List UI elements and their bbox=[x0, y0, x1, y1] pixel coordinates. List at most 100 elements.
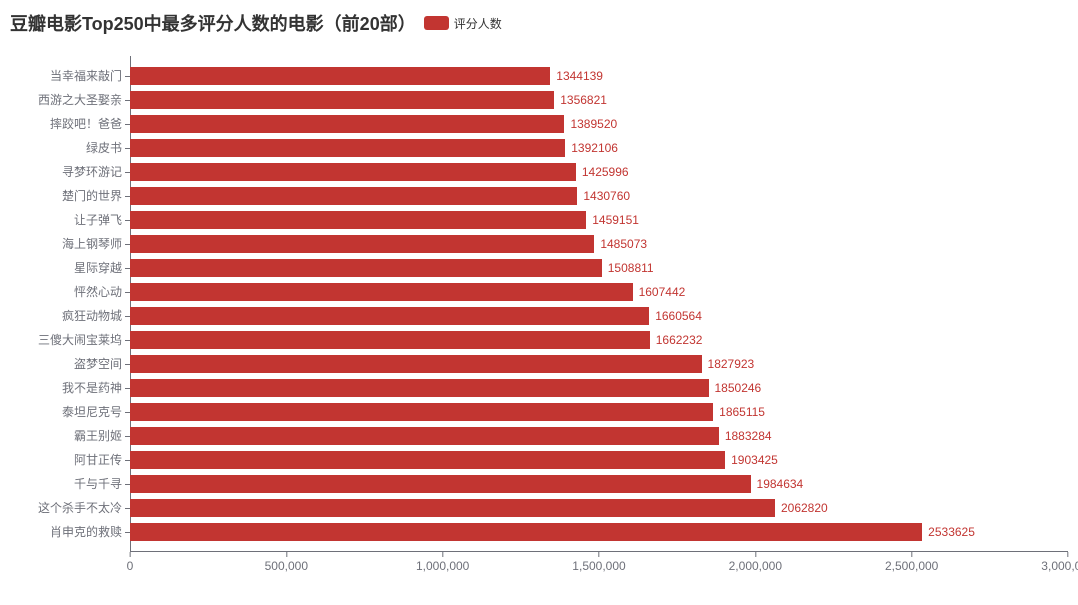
bar-value-label: 1660564 bbox=[649, 309, 702, 323]
y-axis-label: 三傻大闹宝莱坞 bbox=[38, 331, 130, 348]
x-tick: 2,000,000 bbox=[729, 552, 782, 573]
x-tick-label: 2,500,000 bbox=[885, 559, 938, 573]
bar-value-label: 1389520 bbox=[564, 117, 617, 131]
bar[interactable] bbox=[130, 427, 719, 445]
bar-value-label: 1344139 bbox=[550, 69, 603, 83]
chart-container: 豆瓣电影Top250中最多评分人数的电影（前20部） 评分人数 当幸福来敲门13… bbox=[10, 10, 1068, 576]
x-tick-label: 500,000 bbox=[265, 559, 308, 573]
y-axis-label: 阿甘正传 bbox=[74, 451, 130, 468]
bar-value-label: 1485073 bbox=[594, 237, 647, 251]
y-axis-label: 寻梦环游记 bbox=[62, 163, 130, 180]
bar-row: 西游之大圣娶亲1356821 bbox=[130, 91, 1068, 109]
bar[interactable] bbox=[130, 403, 713, 421]
bar-row: 摔跤吧！爸爸1389520 bbox=[130, 115, 1068, 133]
bar-value-label: 1508811 bbox=[602, 261, 654, 275]
bar[interactable] bbox=[130, 475, 751, 493]
bar-value-label: 2533625 bbox=[922, 525, 975, 539]
bar[interactable] bbox=[130, 67, 550, 85]
bar[interactable] bbox=[130, 331, 650, 349]
bar-value-label: 1984634 bbox=[751, 477, 804, 491]
bar-value-label: 1392106 bbox=[565, 141, 618, 155]
bar[interactable] bbox=[130, 451, 725, 469]
x-tick: 1,000,000 bbox=[416, 552, 469, 573]
y-axis-label: 当幸福来敲门 bbox=[50, 67, 130, 84]
bar-value-label: 1430760 bbox=[577, 189, 630, 203]
bar[interactable] bbox=[130, 91, 554, 109]
x-tick: 1,500,000 bbox=[572, 552, 625, 573]
bar[interactable] bbox=[130, 307, 649, 325]
legend[interactable]: 评分人数 bbox=[424, 15, 502, 32]
bar-row: 三傻大闹宝莱坞1662232 bbox=[130, 331, 1068, 349]
bar-row: 星际穿越1508811 bbox=[130, 259, 1068, 277]
chart-title: 豆瓣电影Top250中最多评分人数的电影（前20部） bbox=[10, 10, 416, 36]
legend-swatch bbox=[424, 16, 449, 30]
bar[interactable] bbox=[130, 163, 576, 181]
bar-row: 我不是药神1850246 bbox=[130, 379, 1068, 397]
bar-row: 千与千寻1984634 bbox=[130, 475, 1068, 493]
bar[interactable] bbox=[130, 187, 577, 205]
bar-row: 怦然心动1607442 bbox=[130, 283, 1068, 301]
y-axis-label: 海上钢琴师 bbox=[62, 235, 130, 252]
bar-row: 寻梦环游记1425996 bbox=[130, 163, 1068, 181]
plot-area: 当幸福来敲门1344139 西游之大圣娶亲1356821 摔跤吧！爸爸1389520… bbox=[130, 56, 1068, 576]
x-tick: 2,500,000 bbox=[885, 552, 938, 573]
bar-value-label: 1850246 bbox=[709, 381, 762, 395]
bar[interactable] bbox=[130, 355, 702, 373]
bar-row: 泰坦尼克号1865115 bbox=[130, 403, 1068, 421]
chart-header: 豆瓣电影Top250中最多评分人数的电影（前20部） 评分人数 bbox=[10, 10, 1068, 36]
bar-row: 楚门的世界1430760 bbox=[130, 187, 1068, 205]
bar-row: 疯狂动物城1660564 bbox=[130, 307, 1068, 325]
y-axis-label: 千与千寻 bbox=[74, 475, 130, 492]
y-axis-label: 楚门的世界 bbox=[62, 187, 130, 204]
bar-value-label: 1662232 bbox=[650, 333, 703, 347]
bar-value-label: 1459151 bbox=[586, 213, 639, 227]
bar[interactable] bbox=[130, 499, 775, 517]
x-tick-mark bbox=[598, 552, 599, 557]
bar[interactable] bbox=[130, 523, 922, 541]
x-axis: 0 500,000 1,000,000 1,500,000 2,000,000 2,500… bbox=[130, 551, 1068, 576]
bar[interactable] bbox=[130, 283, 633, 301]
y-axis-label: 绿皮书 bbox=[86, 139, 130, 156]
bar-value-label: 2062820 bbox=[775, 501, 828, 515]
y-axis-label: 星际穿越 bbox=[74, 259, 130, 276]
bars-region: 当幸福来敲门1344139 西游之大圣娶亲1356821 摔跤吧！爸爸1389520… bbox=[130, 56, 1068, 551]
bar[interactable] bbox=[130, 139, 565, 157]
bar-value-label: 1827923 bbox=[702, 357, 755, 371]
x-tick: 500,000 bbox=[265, 552, 308, 573]
x-tick-label: 3,000,000 bbox=[1041, 559, 1078, 573]
bar-value-label: 1607442 bbox=[633, 285, 686, 299]
x-tick-mark bbox=[130, 552, 131, 557]
y-axis-label: 怦然心动 bbox=[74, 283, 130, 300]
y-axis-label: 盗梦空间 bbox=[74, 355, 130, 372]
x-tick-mark bbox=[442, 552, 443, 557]
bar-row: 盗梦空间1827923 bbox=[130, 355, 1068, 373]
bar-value-label: 1356821 bbox=[554, 93, 607, 107]
bar[interactable] bbox=[130, 235, 594, 253]
bar-row: 这个杀手不太冷2062820 bbox=[130, 499, 1068, 517]
x-tick: 3,000,000 bbox=[1041, 552, 1078, 573]
bar-row: 海上钢琴师1485073 bbox=[130, 235, 1068, 253]
bar-row: 霸王别姬1883284 bbox=[130, 427, 1068, 445]
x-tick: 0 bbox=[127, 552, 134, 573]
x-tick-mark bbox=[1067, 552, 1068, 557]
bar-value-label: 1425996 bbox=[576, 165, 629, 179]
y-axis-label: 西游之大圣娶亲 bbox=[38, 91, 130, 108]
bar[interactable] bbox=[130, 259, 602, 277]
x-tick-mark bbox=[755, 552, 756, 557]
bar-row: 让子弹飞1459151 bbox=[130, 211, 1068, 229]
bar-row: 肖申克的救赎2533625 bbox=[130, 523, 1068, 541]
y-axis-label: 我不是药神 bbox=[62, 379, 130, 396]
bar-row: 绿皮书1392106 bbox=[130, 139, 1068, 157]
legend-label: 评分人数 bbox=[454, 15, 502, 32]
bar[interactable] bbox=[130, 115, 564, 133]
x-tick-label: 2,000,000 bbox=[729, 559, 782, 573]
bar-value-label: 1903425 bbox=[725, 453, 778, 467]
y-axis-label: 让子弹飞 bbox=[74, 211, 130, 228]
y-axis-label: 霸王别姬 bbox=[74, 427, 130, 444]
bar-row: 当幸福来敲门1344139 bbox=[130, 67, 1068, 85]
x-tick-label: 1,000,000 bbox=[416, 559, 469, 573]
bar[interactable] bbox=[130, 211, 586, 229]
y-axis-label: 肖申克的救赎 bbox=[50, 523, 130, 540]
x-tick-label: 0 bbox=[127, 559, 134, 573]
bar[interactable] bbox=[130, 379, 709, 397]
